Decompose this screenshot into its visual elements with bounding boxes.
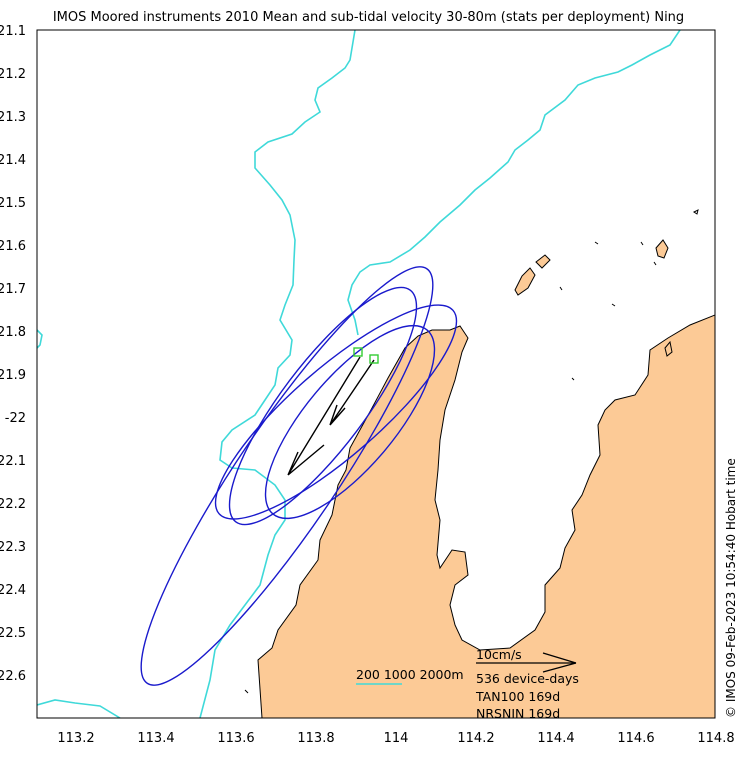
island (244, 209, 699, 694)
velocity-arrows (287, 356, 375, 476)
x-tick-label: 114 (384, 731, 409, 746)
y-tick-label: -21.8 (0, 325, 26, 340)
island (535, 254, 551, 269)
axes-frame (36, 29, 716, 719)
y-tick-label: -22.5 (0, 626, 26, 641)
mooring-marker-tan100 (353, 347, 363, 357)
station-tan100-label: TAN100 169d (475, 689, 560, 704)
device-days-label: 536 device-days (476, 671, 579, 686)
y-tick-label: -21.1 (0, 24, 26, 39)
x-tick-label: 114.6 (617, 731, 654, 746)
x-axis: 113.2 113.4 113.6 113.8 114 114.2 114.4 … (57, 731, 734, 746)
x-tick-label: 114.2 (457, 731, 494, 746)
island (655, 239, 669, 259)
x-tick-label: 113.8 (297, 731, 334, 746)
y-tick-label: -21.6 (0, 239, 26, 254)
map-legend: 200 1000 2000m 10cm/s 536 device-days TA… (356, 647, 579, 721)
y-tick-label: -22.4 (0, 583, 26, 598)
x-tick-label: 113.4 (137, 731, 174, 746)
ellipse-tan100-outer (140, 266, 434, 686)
y-tick-label: -21.9 (0, 368, 26, 383)
map-title: IMOS Moored instruments 2010 Mean and su… (52, 10, 685, 25)
y-tick-label: -21.4 (0, 153, 26, 168)
y-axis: -21.1 -21.2 -21.3 -21.4 -21.5 -21.6 -21.… (0, 24, 26, 684)
y-tick-label: -22.1 (0, 454, 26, 469)
mooring-marker-nrsnin (369, 354, 379, 364)
velocity-scale-arrow (476, 652, 577, 673)
arrow-tan100 (287, 356, 361, 476)
y-tick-label: -22 (5, 411, 26, 426)
x-tick-label: 114.8 (697, 731, 734, 746)
ellipse-tan100-inner (228, 286, 418, 526)
timestamp-label: © IMOS 09-Feb-2023 10:54:40 Hobart time (724, 458, 737, 718)
station-nrsnin-label: NRSNIN 169d (476, 706, 560, 721)
isobath-contours (37, 30, 681, 718)
island (514, 267, 536, 296)
ellipse-nrsnin-inner (264, 324, 436, 520)
ellipse-nrsnin-outer (214, 304, 458, 520)
velocity-scale-label: 10cm/s (476, 647, 522, 662)
y-tick-label: -21.5 (0, 196, 26, 211)
isobath-depth-label: 200 1000 2000m (356, 667, 464, 682)
arrow-nrsnin (329, 359, 375, 426)
x-tick-label: 113.6 (217, 731, 254, 746)
island (664, 340, 673, 357)
y-tick-label: -22.3 (0, 540, 26, 555)
land-mass (257, 314, 715, 718)
y-tick-label: -21.7 (0, 282, 26, 297)
x-tick-label: 114.4 (537, 731, 574, 746)
x-tick-label: 113.2 (57, 731, 94, 746)
variance-ellipses (140, 266, 458, 686)
y-tick-label: -21.2 (0, 67, 26, 82)
y-tick-label: -22.6 (0, 669, 26, 684)
y-tick-label: -22.2 (0, 497, 26, 512)
y-tick-label: -21.3 (0, 110, 26, 125)
map-area (37, 30, 715, 718)
